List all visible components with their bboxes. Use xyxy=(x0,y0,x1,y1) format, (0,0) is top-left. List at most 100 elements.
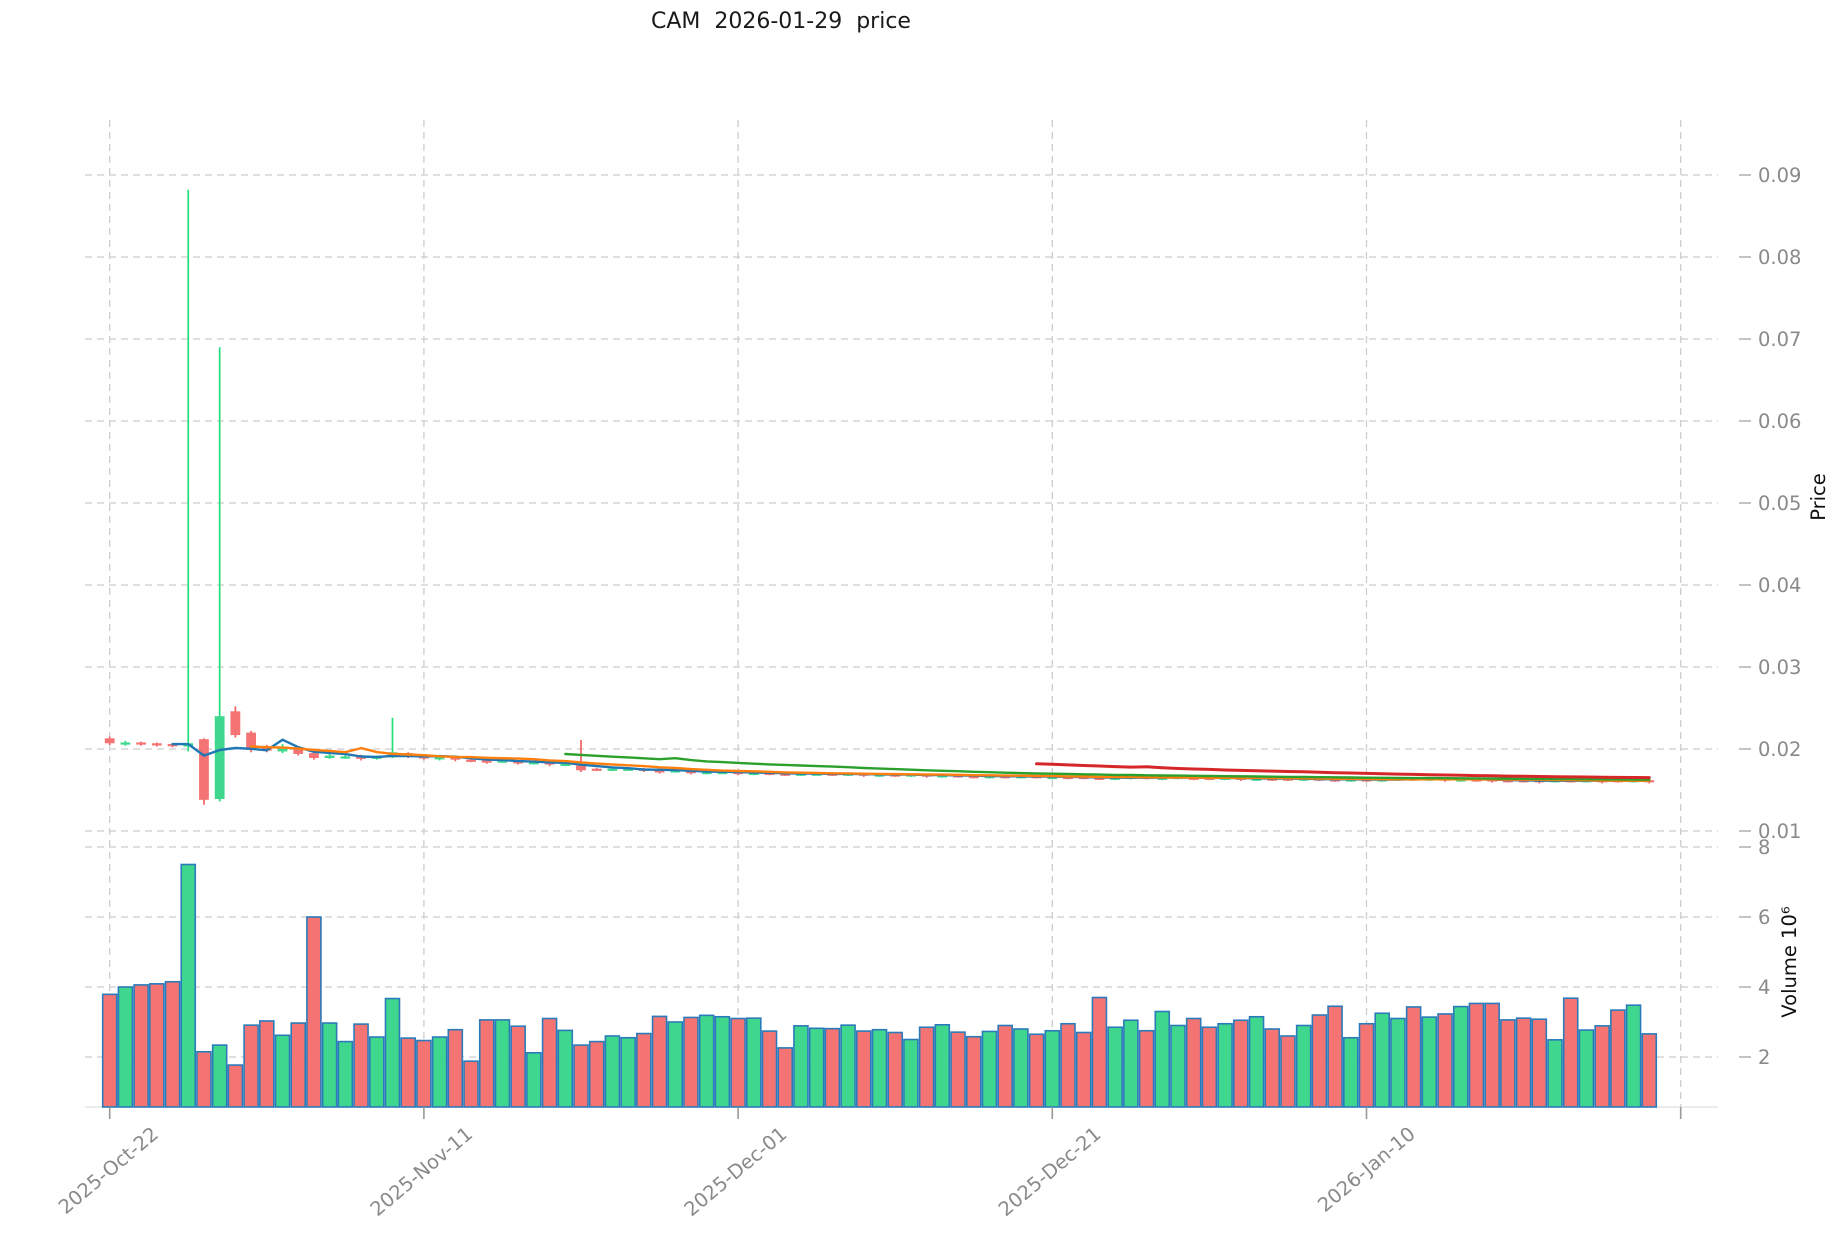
candle-body xyxy=(607,768,618,771)
volume-axis-title: Volume 10⁶ xyxy=(1778,906,1801,1018)
price-tick-label: 0.05 xyxy=(1758,492,1801,515)
volume-bar xyxy=(1185,1017,1202,1108)
volume-bar xyxy=(368,1036,385,1108)
candle-body xyxy=(120,742,131,745)
volume-bar xyxy=(431,1036,448,1108)
volume-bar xyxy=(1531,1018,1548,1108)
volume-bar xyxy=(1641,1033,1658,1108)
candle-body xyxy=(199,739,209,800)
candle-body xyxy=(623,768,634,771)
volume-bar xyxy=(698,1014,715,1108)
volume-bar xyxy=(808,1027,825,1108)
volume-bar xyxy=(887,1031,904,1108)
price-tick-label: 0.04 xyxy=(1758,574,1801,597)
volume-bar xyxy=(1342,1036,1359,1108)
volume-bar xyxy=(1248,1015,1265,1108)
candle-body xyxy=(937,775,948,778)
volume-bar xyxy=(1170,1024,1186,1108)
volume-bar xyxy=(1405,1006,1422,1108)
x-tick-label: 2025-Dec-21 xyxy=(994,1122,1105,1221)
volume-bar xyxy=(1060,1022,1076,1108)
candle-body xyxy=(1251,778,1262,781)
candle-body xyxy=(1094,777,1105,780)
candle-body xyxy=(748,772,759,775)
volume-bar xyxy=(416,1039,432,1108)
volume-bar xyxy=(1044,1029,1061,1108)
volume-bar xyxy=(1154,1010,1171,1108)
volume-bar xyxy=(1500,1019,1516,1108)
volume-bar xyxy=(1562,997,1579,1108)
volume-tick-label: 6 xyxy=(1758,906,1770,929)
candle-body xyxy=(481,760,492,763)
volume-bar xyxy=(1233,1019,1249,1108)
volume-bar xyxy=(1484,1002,1500,1108)
volume-bar xyxy=(840,1024,856,1108)
volume-bar xyxy=(1390,1017,1406,1108)
candle-body xyxy=(686,771,696,774)
volume-bar xyxy=(1295,1024,1312,1108)
volume-bar xyxy=(117,986,134,1108)
volume-bar xyxy=(180,863,197,1108)
candle-body xyxy=(293,747,304,754)
volume-bar xyxy=(1578,1029,1595,1108)
volume-bar xyxy=(918,1026,935,1108)
volume-bar xyxy=(761,1030,778,1108)
candle-body xyxy=(277,746,288,752)
volume-bar xyxy=(321,1022,338,1108)
candle-body xyxy=(246,732,256,750)
volume-bar xyxy=(1610,1009,1626,1108)
volume-bar xyxy=(384,997,401,1108)
volume-bar xyxy=(1311,1014,1328,1108)
volume-bar xyxy=(1138,1029,1155,1108)
volume-bar xyxy=(258,1020,275,1108)
candle-body xyxy=(340,756,351,759)
candle-body xyxy=(136,742,147,745)
volume-bar xyxy=(196,1050,212,1108)
volume-bar xyxy=(1358,1022,1375,1108)
volume-bar xyxy=(981,1030,998,1108)
volume-bar xyxy=(1452,1005,1469,1108)
volume-bar xyxy=(1075,1031,1092,1108)
volume-bar xyxy=(557,1029,574,1108)
volume-bar xyxy=(149,983,165,1108)
candle-body xyxy=(230,711,241,736)
volume-bar xyxy=(1264,1028,1281,1108)
volume-bar xyxy=(730,1017,746,1108)
volume-bar xyxy=(714,1015,731,1108)
volume-bar xyxy=(1280,1035,1296,1108)
candle-body xyxy=(214,716,225,800)
volume-tick-label: 2 xyxy=(1758,1046,1770,1069)
volume-bar xyxy=(1625,1004,1642,1108)
price-axis-title: Price xyxy=(1807,473,1830,521)
volume-bar xyxy=(478,1019,495,1108)
volume-bar xyxy=(1515,1017,1532,1108)
price-tick-label: 0.09 xyxy=(1758,164,1801,187)
volume-bar xyxy=(400,1037,416,1108)
volume-bar xyxy=(243,1024,259,1108)
candle-body xyxy=(780,773,791,776)
volume-bar xyxy=(746,1017,762,1108)
volume-bar xyxy=(274,1034,291,1108)
volume-bar xyxy=(1091,996,1108,1108)
price-tick-label: 0.02 xyxy=(1758,738,1801,761)
volume-bar xyxy=(463,1060,479,1108)
candle-body xyxy=(670,770,681,773)
volume-bar xyxy=(777,1047,794,1108)
volume-bar xyxy=(667,1021,684,1108)
volume-bar xyxy=(1028,1033,1045,1108)
volume-bar xyxy=(494,1019,511,1108)
volume-bar xyxy=(1468,1002,1485,1108)
candle-body xyxy=(701,771,712,775)
volume-bar xyxy=(950,1031,966,1108)
volume-bar xyxy=(855,1030,872,1108)
volume-bar xyxy=(541,1017,558,1108)
volume-bar xyxy=(903,1038,919,1108)
x-tick-label: 2025-Dec-01 xyxy=(680,1122,791,1221)
volume-bar xyxy=(1201,1026,1218,1108)
price-tick-label: 0.07 xyxy=(1758,328,1801,351)
volume-bar xyxy=(604,1035,621,1108)
candle-body xyxy=(450,757,461,760)
candle-body xyxy=(1188,777,1199,780)
